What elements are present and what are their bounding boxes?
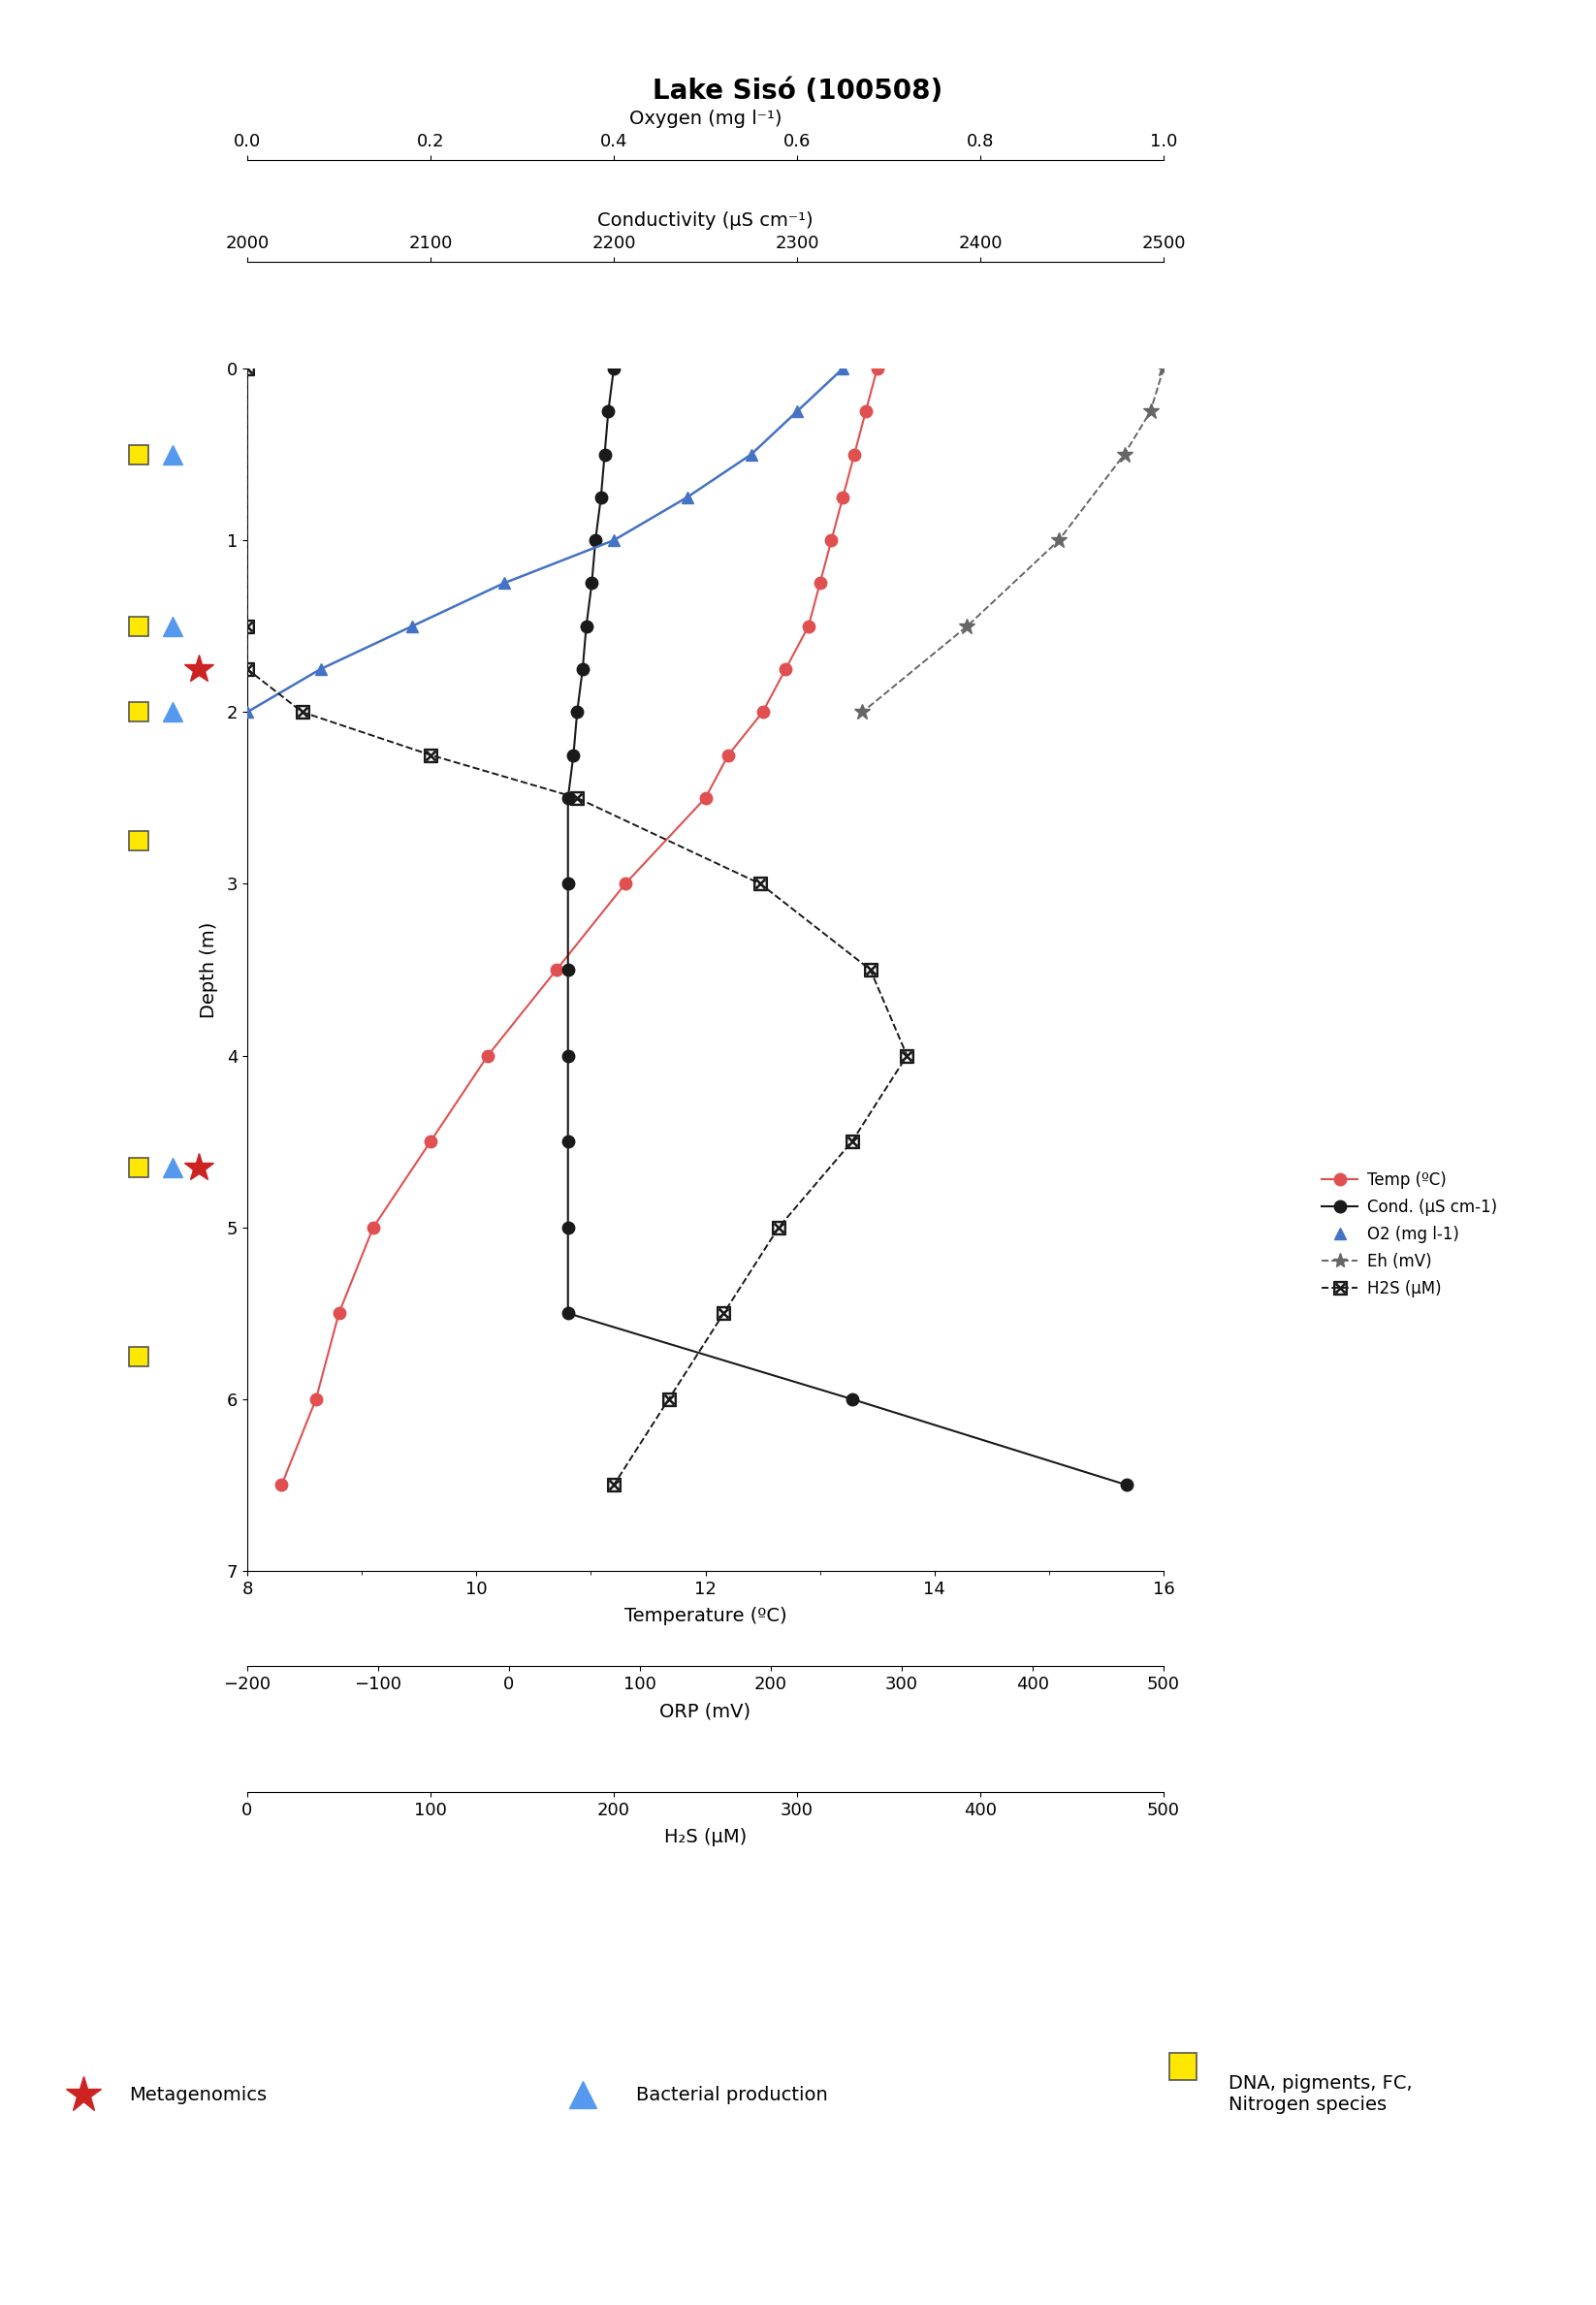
X-axis label: Oxygen (mg l⁻¹): Oxygen (mg l⁻¹) xyxy=(629,108,782,127)
Y-axis label: Depth (m): Depth (m) xyxy=(200,922,219,1019)
X-axis label: Temperature (ºC): Temperature (ºC) xyxy=(624,1607,787,1625)
X-axis label: Conductivity (µS cm⁻¹): Conductivity (µS cm⁻¹) xyxy=(597,212,814,230)
Text: Lake Sisó (100508): Lake Sisó (100508) xyxy=(653,78,943,104)
Text: Metagenomics: Metagenomics xyxy=(129,2086,267,2104)
Text: Bacterial production: Bacterial production xyxy=(637,2086,828,2104)
Text: DNA, pigments, FC,
Nitrogen species: DNA, pigments, FC, Nitrogen species xyxy=(1229,2074,1412,2114)
Legend: Temp (ºC), Cond. (µS cm-1), O2 (mg l-1), Eh (mV), H2S (µM): Temp (ºC), Cond. (µS cm-1), O2 (mg l-1),… xyxy=(1315,1164,1503,1305)
X-axis label: H₂S (µM): H₂S (µM) xyxy=(664,1828,747,1846)
X-axis label: ORP (mV): ORP (mV) xyxy=(659,1703,752,1722)
